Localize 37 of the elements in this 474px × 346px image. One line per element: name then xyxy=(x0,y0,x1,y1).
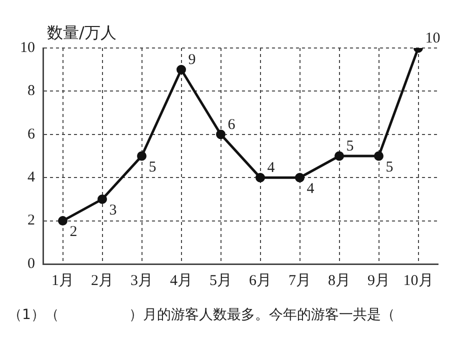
point xyxy=(58,216,68,226)
data-label: 2 xyxy=(70,224,78,240)
point xyxy=(295,172,304,182)
y-tick-label: 2 xyxy=(28,212,35,229)
y-tick-label: 0 xyxy=(28,256,35,272)
data-label: 10 xyxy=(425,30,440,46)
data-label: 5 xyxy=(148,159,156,176)
y-tick-label: 4 xyxy=(28,170,36,186)
data-label: 5 xyxy=(386,159,394,176)
x-tick-label: 6月 xyxy=(249,272,272,289)
y-tick-label: 10 xyxy=(20,40,35,56)
point xyxy=(98,194,107,204)
text: （1）（ ）月的游客人数最多。今年的游客一共是（ xyxy=(8,306,396,324)
point xyxy=(374,151,384,161)
point xyxy=(216,130,226,140)
data-label: 3 xyxy=(109,202,117,219)
data-label: 9 xyxy=(188,52,196,68)
data-label: 5 xyxy=(346,138,354,154)
point xyxy=(137,151,146,161)
x-tick-label: 1月 xyxy=(52,272,74,289)
y-axis-title: 数量/万人 xyxy=(47,23,116,42)
data-label: 4 xyxy=(267,160,276,176)
point xyxy=(334,151,344,161)
y-tick-label: 6 xyxy=(28,126,36,142)
point xyxy=(176,64,186,74)
x-tick-label: 5月 xyxy=(210,272,232,289)
x-tick-label: 8月 xyxy=(328,272,350,289)
x-tick-label: 2月 xyxy=(91,272,114,289)
x-tick-label: 4月 xyxy=(170,272,192,289)
x-tick-label: 10月 xyxy=(403,272,434,289)
x-tick-label: 3月 xyxy=(130,272,153,289)
y-tick-label: 8 xyxy=(28,83,35,100)
x-tick-label: 7月 xyxy=(288,272,311,289)
data-label: 6 xyxy=(228,116,236,133)
point xyxy=(256,172,265,182)
data-label: 4 xyxy=(306,181,315,198)
x-tick-label: 9月 xyxy=(368,272,390,289)
